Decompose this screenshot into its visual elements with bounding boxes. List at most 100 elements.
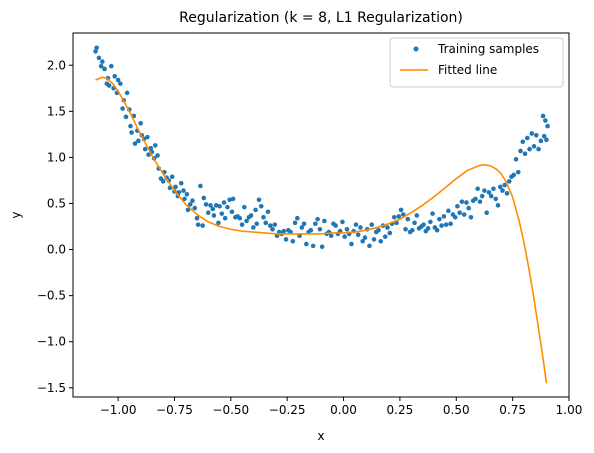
x-tick-label: 0.00 [330,403,357,417]
scatter-point [169,174,175,180]
scatter-point [441,214,447,219]
scatter-point [524,135,530,141]
scatter-point [493,196,499,202]
scatter-point [319,244,325,250]
scatter-point [229,209,235,215]
scatter-point [353,222,359,227]
scatter-point [313,221,318,227]
scatter-point [511,172,517,178]
scatter-point [248,213,254,218]
y-tick-label: 0.5 [47,196,66,210]
scatter-point [466,205,471,211]
scatter-point [322,218,327,224]
scatter-point [538,138,544,144]
scatter-point [310,243,316,249]
scatter-point [531,144,537,149]
scatter-point [265,209,271,215]
scatter-point [138,121,143,126]
scatter-point [254,221,260,227]
fitted-line [95,76,548,384]
x-axis: −1.00 −0.75 −0.50 −0.25 0.00 0.25 0.50 0.75 1.00 [100,397,582,417]
scatter-point [543,118,548,123]
scatter-point [263,220,269,226]
scatter-point [109,63,114,69]
scatter-point [93,49,98,54]
scatter-point [129,130,134,135]
scatter-point [464,200,469,205]
scatter-point [405,216,411,222]
scatter-series [93,45,550,250]
scatter-point [448,221,453,227]
scatter-point [230,196,236,202]
scatter-point [94,45,99,51]
scatter-point [146,152,151,157]
scatter-point [479,193,485,199]
scatter-point [178,180,184,186]
scatter-point [355,232,361,238]
scatter-point [477,199,483,204]
scatter-point [344,226,350,232]
scatter-point [437,216,442,222]
scatter-point [222,215,228,221]
scatter-point [187,202,193,207]
scatter-point [290,238,296,244]
x-tick-label: 0.25 [387,403,414,417]
scatter-point [484,210,490,215]
scatter-point [253,207,258,213]
y-tick-label: 1.0 [47,150,66,164]
scatter-point [378,238,384,244]
scatter-point [142,146,148,152]
scatter-point [340,219,345,225]
scatter-point [428,219,433,225]
scatter-point [251,225,256,230]
scatter-point [203,202,209,207]
scatter-point [261,215,266,220]
scatter-point [201,195,207,201]
scatter-point [160,179,166,184]
scatter-point [301,221,307,227]
scatter-point [443,222,449,227]
y-tick-label: −1.0 [37,335,66,349]
scatter-point [225,204,230,210]
scatter-point [242,204,247,210]
scatter-point [385,225,390,230]
scatter-point [148,145,154,151]
scatter-point [283,237,289,242]
scatter-point [152,143,158,148]
scatter-point [112,74,118,79]
scatter-point [362,235,368,240]
scatter-point [128,123,133,129]
scatter-point [185,207,191,213]
scatter-point [304,241,309,247]
chart-title: Regularization (k = 8, L1 Regularization… [179,10,463,26]
scatter-point [237,215,243,221]
scatter-point [173,184,178,190]
scatter-point [544,137,549,143]
scatter-point [198,183,203,189]
scatter-point [513,156,519,162]
scatter-point [522,151,528,157]
legend: Training samples Fitted line [389,37,564,88]
scatter-point [545,123,550,129]
scatter-point [396,214,402,219]
y-tick-label: −0.5 [37,289,66,303]
scatter-point [195,222,201,227]
scatter-point [461,212,467,217]
scatter-point [145,134,150,140]
scatter-point [434,227,440,233]
scatter-point [295,215,300,221]
scatter-point [446,208,451,214]
scatter-point [473,196,478,202]
scatter-point [123,114,129,120]
scatter-point [132,141,138,146]
scatter-point [194,215,200,221]
scatter-point [459,199,465,204]
scatter-point [457,210,462,215]
scatter-point [192,205,198,211]
scatter-point [219,211,225,216]
y-tick-label: −1.5 [37,381,66,395]
scatter-point [360,238,366,244]
scatter-point [211,213,217,218]
scatter-point [414,213,420,218]
scatter-point [482,188,487,193]
